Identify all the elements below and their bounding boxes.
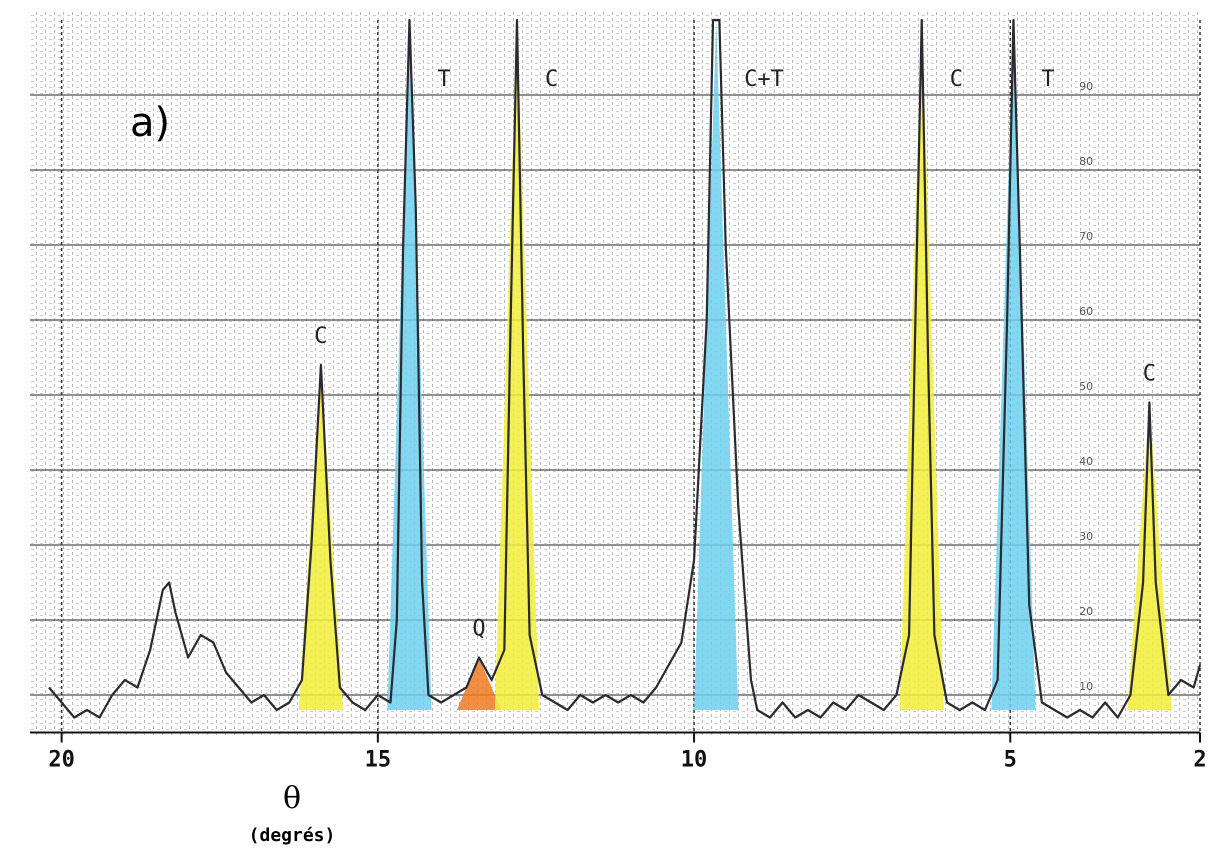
peak-label: C [950, 67, 963, 92]
peak-label: Q [472, 617, 485, 642]
y-tick-label: 60 [1079, 305, 1093, 318]
y-tick-label: 30 [1079, 530, 1093, 543]
x-tick-label: 15 [365, 748, 392, 773]
x-tick-label: 20 [48, 748, 75, 773]
peak-label: C+T [744, 67, 784, 92]
peak-area [298, 365, 344, 710]
peak-label: C [314, 324, 327, 349]
x-axis-unit: (degrés) [249, 825, 336, 846]
peak-label: C [1143, 362, 1156, 387]
x-tick-label: 10 [681, 748, 708, 773]
y-tick-label: 10 [1079, 680, 1093, 693]
x-axis-label: θ [283, 781, 301, 816]
y-tick-label: 70 [1079, 230, 1093, 243]
y-tick-label: 90 [1079, 80, 1093, 93]
y-tick-label: 80 [1079, 155, 1093, 168]
y-tick-label: 40 [1079, 455, 1093, 468]
x-tick-label: 5 [1004, 748, 1017, 773]
peak-label: C [545, 67, 558, 92]
spectrum-line [48, 18, 1202, 719]
peak-area [694, 20, 739, 710]
peak-label: T [1041, 67, 1054, 92]
y-tick-label: 20 [1079, 605, 1093, 618]
y-tick-label: 50 [1079, 380, 1093, 393]
x-tick-label: 2 [1193, 748, 1206, 773]
peak-label: T [437, 67, 450, 92]
peak-area [456, 657, 502, 710]
panel-label: a) [130, 100, 170, 146]
